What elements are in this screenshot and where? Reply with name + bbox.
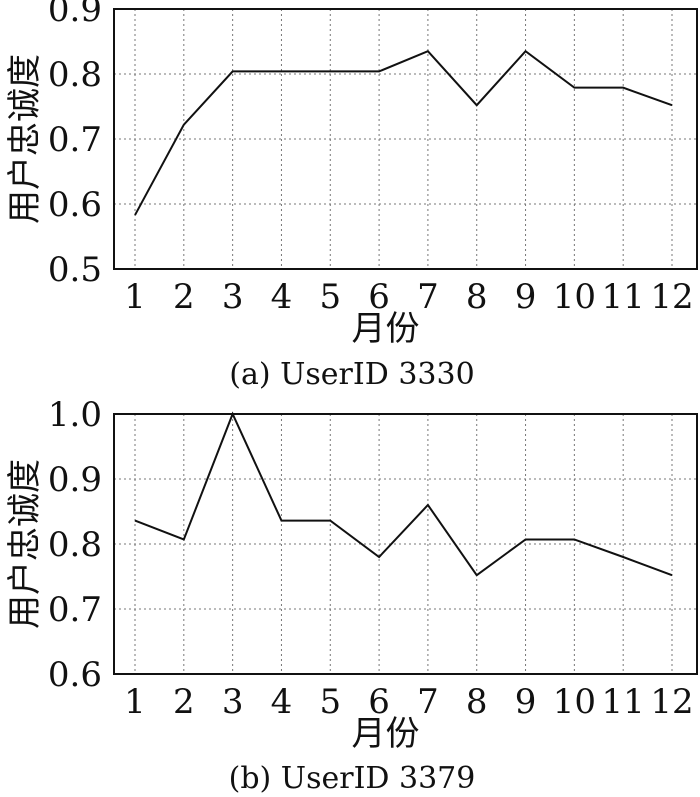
y-tick-label: 0.6 (48, 185, 102, 225)
x-axis-title: 月份 (352, 309, 420, 349)
plot-frame (113, 413, 698, 675)
x-tick-label: 11 (602, 277, 645, 317)
x-tick-label: 7 (417, 277, 439, 317)
y-tick-label: 1.0 (48, 395, 102, 435)
y-tick-label: 0.7 (48, 120, 102, 160)
series-line (134, 411, 673, 577)
plot-frame (113, 8, 698, 270)
y-tick-label: 0.8 (48, 525, 102, 565)
x-tick-label: 10 (553, 682, 596, 722)
x-tick-label: 6 (368, 277, 390, 317)
y-tick-label: 0.8 (48, 55, 102, 95)
x-tick-label: 5 (319, 277, 341, 317)
x-tick-label: 2 (173, 682, 195, 722)
x-tick-label: 5 (319, 682, 341, 722)
x-tick-label: 8 (466, 277, 488, 317)
x-tick-label: 9 (515, 277, 537, 317)
x-tick-label: 9 (515, 682, 537, 722)
x-tick-label: 3 (222, 682, 244, 722)
x-tick-label: 12 (650, 682, 693, 722)
x-tick-label: 11 (602, 682, 645, 722)
x-tick-label: 1 (124, 682, 146, 722)
y-tick-label: 0.5 (48, 250, 102, 290)
x-tick-label: 12 (650, 277, 693, 317)
chart-caption: (b) UserID 3379 (229, 761, 476, 796)
y-tick-label: 0.9 (48, 460, 102, 500)
x-tick-label: 4 (271, 277, 293, 317)
y-tick-label: 0.9 (48, 0, 102, 30)
x-axis-title: 月份 (352, 714, 420, 754)
x-tick-label: 10 (553, 277, 596, 317)
y-axis-title: 用户忠诚度 (5, 459, 45, 629)
series-line (134, 49, 673, 216)
x-tick-label: 1 (124, 277, 146, 317)
x-tick-label: 6 (368, 682, 390, 722)
y-tick-label: 0.7 (48, 590, 102, 630)
y-tick-label: 0.6 (48, 655, 102, 695)
chart-caption: (a) UserID 3330 (229, 357, 474, 392)
x-tick-label: 8 (466, 682, 488, 722)
x-tick-label: 2 (173, 277, 195, 317)
x-tick-label: 4 (271, 682, 293, 722)
x-tick-label: 7 (417, 682, 439, 722)
x-tick-label: 3 (222, 277, 244, 317)
y-axis-title: 用户忠诚度 (5, 54, 45, 224)
